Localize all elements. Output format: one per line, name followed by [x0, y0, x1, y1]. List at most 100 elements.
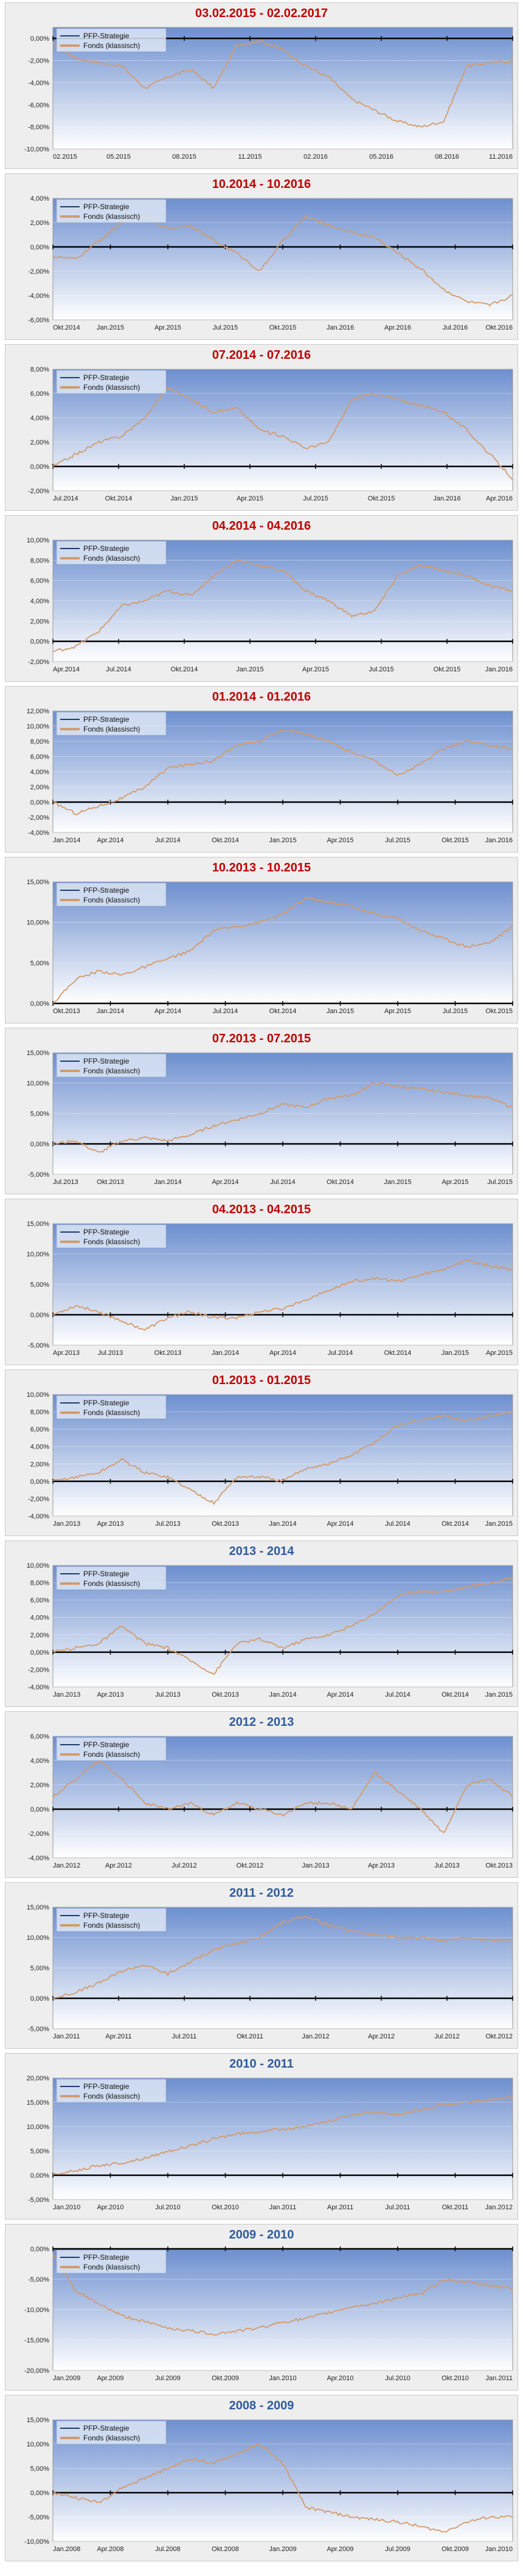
y-tick-label: 0,00%: [30, 1312, 49, 1319]
x-tick-label: Jul.2013: [53, 1179, 78, 1186]
x-tick-label: Jan.2009: [53, 2375, 80, 2382]
legend-label: Fonds (klassisch): [83, 1921, 140, 1930]
x-tick-label: Jul.2011: [386, 2204, 410, 2211]
y-tick-label: 10,00%: [27, 1562, 50, 1570]
x-tick-label: Jul.2015: [303, 495, 328, 502]
x-tick-label: Okt.2011: [442, 2204, 469, 2211]
x-tick-label: Jul.2015: [443, 1008, 468, 1015]
series-line-fonds: [52, 1259, 513, 1331]
chart-panel: 10.2013 - 10.2015 15,00% 10,00% 5,00% 0,00% O…: [5, 857, 518, 1023]
x-tick-label: Jul.2014: [53, 495, 78, 502]
x-tick-label: Apr.2015: [442, 1179, 468, 1186]
y-tick-label: 0,00%: [30, 1649, 49, 1657]
y-tick-label: -2,00%: [28, 1830, 49, 1838]
x-tick-label: Apr.2014: [327, 1520, 353, 1528]
legend-label: PFP-Strategie: [83, 32, 130, 40]
y-tick-label: 10,00%: [27, 723, 50, 730]
x-tick-label: Apr.2014: [327, 1691, 353, 1698]
x-tick-label: Okt.2009: [442, 2546, 469, 2553]
y-tick-label: -10,00%: [24, 2307, 49, 2314]
legend-label: Fonds (klassisch): [83, 1408, 140, 1417]
y-tick-label: -4,00%: [28, 293, 49, 300]
y-tick-label: 10,00%: [27, 1934, 50, 1942]
x-tick-label: Apr.2015: [486, 1349, 513, 1357]
y-tick-label: 0,00%: [30, 35, 49, 43]
y-tick-label: 10,00%: [27, 2441, 50, 2448]
legend-label: Fonds (klassisch): [83, 212, 140, 221]
chart-title: 03.02.2015 - 02.02.2017: [195, 7, 328, 20]
y-tick-label: -4,00%: [28, 1513, 49, 1520]
legend-label: PFP-Strategie: [83, 2082, 130, 2091]
x-tick-label: Jan.2012: [302, 2033, 329, 2040]
y-tick-label: 4,00%: [30, 1615, 49, 1622]
legend-box: [56, 2079, 167, 2103]
legend-box: [56, 1908, 167, 1932]
chart-panel: 07.2014 - 07.2016 8,00% 6,00% 4,00% 2,00% 0,0…: [5, 344, 518, 511]
y-tick-label: 6,00%: [30, 578, 49, 585]
x-tick-label: Jan.2015: [485, 1691, 513, 1698]
legend-label: PFP-Strategie: [83, 544, 130, 553]
chart-title: 10.2013 - 10.2015: [212, 861, 311, 874]
line-chart: 10,00% 8,00% 6,00% 4,00% 2,00% 0,00% -2,00% -4,…: [27, 1391, 513, 1528]
series-line-fonds: [52, 896, 513, 1004]
x-tick-label: Okt.2014: [171, 666, 198, 673]
line-chart: 15,00% 10,00% 5,00% 0,00% Okt.2013 Jan.2014 Ap…: [27, 879, 513, 1015]
x-tick-label: Jan.2011: [269, 2204, 296, 2211]
x-tick-label: Jul.2015: [385, 837, 410, 844]
legend-box: [56, 1224, 167, 1248]
x-tick-label: Jul.2015: [213, 324, 238, 331]
y-tick-label: 0,00%: [30, 1806, 49, 1813]
x-tick-label: Apr.2015: [154, 324, 181, 331]
x-tick-label: Apr.2010: [97, 2204, 123, 2211]
y-tick-label: 10,00%: [27, 1251, 50, 1258]
legend-label: PFP-Strategie: [83, 715, 130, 724]
x-tick-label: Jan.2010: [485, 2546, 513, 2553]
y-tick-label: 5,00%: [30, 2465, 49, 2473]
y-tick-label: 6,00%: [30, 1426, 49, 1433]
y-tick-label: -4,00%: [28, 1855, 49, 1862]
line-chart: 15,00% 10,00% 5,00% 0,00% -5,00% -10,00% Jan.2…: [24, 2417, 513, 2553]
y-tick-label: 20,00%: [27, 2075, 50, 2082]
line-chart: 10,00% 8,00% 6,00% 4,00% 2,00% 0,00% -2,00% Apr…: [27, 537, 513, 673]
chart-title: 2010 - 2011: [229, 2057, 294, 2071]
x-tick-label: Apr.2014: [269, 1349, 296, 1357]
x-tick-label: Jan.2010: [269, 2375, 296, 2382]
x-tick-label: Okt.2014: [53, 324, 80, 331]
y-tick-label: 2,00%: [30, 784, 49, 791]
legend-box: [56, 882, 167, 907]
x-tick-label: Okt.2010: [442, 2375, 469, 2382]
x-tick-label: Jul.2012: [171, 1862, 197, 1869]
x-tick-label: 08.2016: [435, 153, 459, 161]
x-tick-label: Jan.2014: [154, 1179, 181, 1186]
x-tick-label: Okt.2014: [442, 1691, 469, 1698]
x-tick-label: 08.2015: [172, 153, 196, 161]
x-tick-label: Jan.2014: [269, 1520, 296, 1528]
x-tick-label: Apr.2012: [105, 1862, 132, 1869]
x-tick-label: Okt.2013: [154, 1349, 182, 1357]
chart-panel: 03.02.2015 - 02.02.2017 0,00% -2,00% -4,00%…: [5, 2, 518, 169]
y-tick-label: 10,00%: [27, 919, 50, 927]
y-tick-label: -2,00%: [28, 488, 49, 495]
legend-label: PFP-Strategie: [83, 1228, 130, 1236]
x-tick-label: Jul.2013: [155, 1691, 181, 1698]
chart-title: 07.2013 - 07.2015: [212, 1032, 311, 1045]
y-tick-label: 15,00%: [27, 2099, 50, 2107]
x-tick-label: Apr.2009: [97, 2375, 123, 2382]
legend-label: PFP-Strategie: [83, 886, 130, 895]
line-chart: 10,00% 8,00% 6,00% 4,00% 2,00% 0,00% -2,00% -4,…: [27, 1562, 513, 1698]
legend-label: Fonds (klassisch): [83, 554, 140, 563]
legend-label: Fonds (klassisch): [83, 1579, 140, 1588]
x-tick-label: Apr.2016: [486, 495, 513, 502]
y-tick-label: 0,00%: [30, 463, 49, 471]
x-tick-label: Apr.2014: [212, 1179, 238, 1186]
y-tick-label: -5,00%: [28, 2514, 49, 2521]
x-tick-label: Jan.2015: [485, 1520, 513, 1528]
x-tick-label: Jan.2013: [53, 1520, 80, 1528]
x-tick-label: Okt.2010: [212, 2204, 239, 2211]
y-tick-label: 6,00%: [30, 1597, 49, 1604]
line-chart: 15,00% 10,00% 5,00% 0,00% -5,00% Apr.2013 Jul.…: [27, 1220, 513, 1357]
y-tick-label: 0,00%: [30, 1141, 49, 1148]
